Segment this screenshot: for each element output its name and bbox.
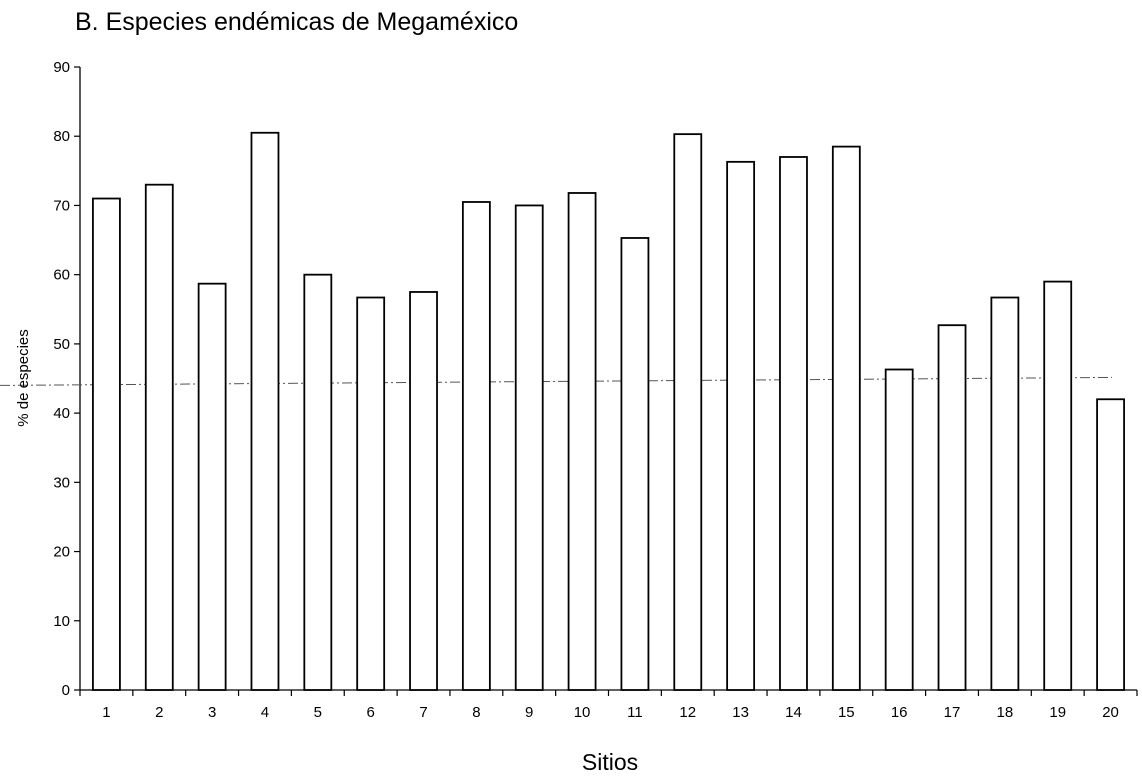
x-tick-label: 8: [472, 704, 480, 721]
x-tick-label: 6: [367, 704, 375, 721]
x-tick-label: 2: [155, 704, 163, 721]
y-axis: 0 10 20 30 40 50 60 70 80 90: [53, 59, 81, 699]
x-tick-label: 20: [1102, 704, 1119, 721]
chart-title: B. Especies endémicas de Megaméxico: [75, 8, 519, 36]
x-tick-label: 10: [574, 704, 591, 721]
reference-line: [0, 376, 1113, 386]
bar: [303, 273, 333, 691]
bars: [92, 131, 1125, 691]
bar: [144, 183, 174, 691]
bar: [990, 296, 1020, 691]
x-tick-label: 4: [261, 704, 269, 721]
x-tick-label: 9: [525, 704, 533, 721]
y-tick-label: 90: [53, 59, 70, 76]
y-tick-label: 70: [53, 197, 70, 214]
bar: [567, 192, 597, 691]
bar: [673, 133, 703, 691]
bar: [831, 145, 861, 691]
y-tick-label: 0: [62, 682, 70, 699]
bar: [1096, 398, 1125, 691]
x-tick-label: 5: [314, 704, 322, 721]
reference-line-group: [0, 376, 1113, 386]
x-tick-label: 11: [627, 704, 643, 721]
x-axis-title: Sitios: [582, 749, 638, 775]
y-tick-label: 40: [53, 405, 70, 422]
x-tick-label: 12: [679, 704, 696, 721]
bar: [250, 131, 280, 691]
y-tick-label: 10: [53, 613, 70, 630]
y-tick-label: 60: [53, 267, 70, 284]
bar: [92, 197, 121, 691]
x-tick-label: 13: [732, 704, 749, 721]
x-axis: 1 2 3 4 5 6 7 8 9 10 11 12 13 14 15 16 17 18 19 20: [79, 689, 1138, 721]
x-tick-label: 7: [419, 704, 427, 721]
bar: [1043, 280, 1073, 691]
bar: [937, 324, 967, 691]
x-tick-label: 18: [997, 704, 1014, 721]
y-tick-label: 30: [53, 474, 70, 491]
x-tick-label: 16: [891, 704, 908, 721]
x-tick-label: 19: [1049, 704, 1066, 721]
bar: [461, 201, 491, 691]
y-tick-label: 50: [53, 336, 70, 353]
x-tick-label: 15: [838, 704, 855, 721]
x-tick-label: 14: [785, 704, 802, 721]
bar: [514, 204, 544, 691]
y-axis-title: % de especies: [15, 329, 32, 427]
y-tick-label: 80: [53, 128, 70, 145]
bar: [884, 368, 914, 691]
x-tick-label: 17: [944, 704, 961, 721]
bar: [779, 156, 808, 691]
bar: [356, 296, 386, 691]
x-tick-label: 1: [102, 704, 110, 721]
x-tick-label: 3: [208, 704, 216, 721]
bar: [726, 160, 756, 691]
bar: [197, 282, 227, 691]
bar: [409, 291, 438, 691]
bar: [620, 237, 650, 691]
y-tick-label: 20: [53, 544, 70, 561]
